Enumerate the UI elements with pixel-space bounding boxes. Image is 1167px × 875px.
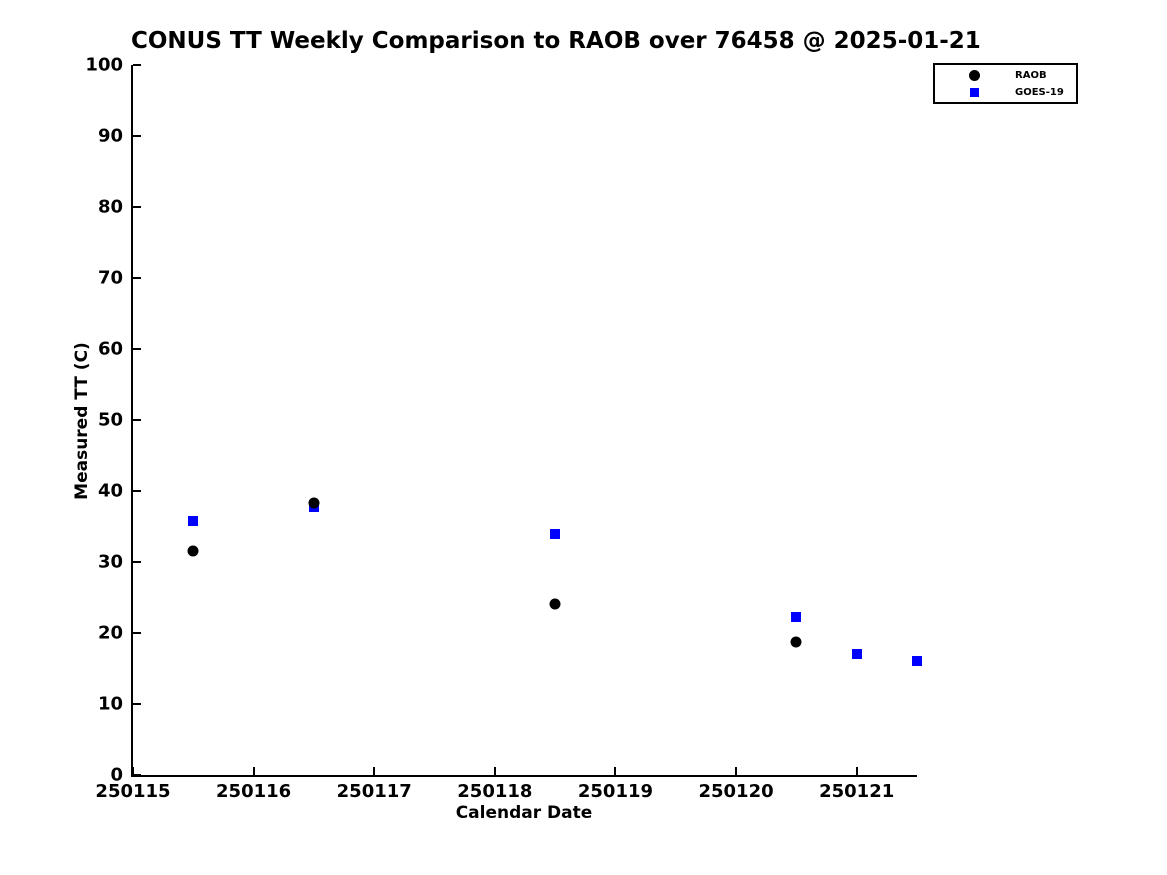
x-tick <box>614 767 617 775</box>
y-tick-label: 10 <box>97 693 123 715</box>
legend-marker-cell <box>963 87 985 97</box>
y-tick-label: 90 <box>97 125 123 147</box>
data-point-goes-19 <box>912 656 922 667</box>
y-tick <box>133 561 141 563</box>
chart-title: CONUS TT Weekly Comparison to RAOB over … <box>131 28 981 54</box>
x-tick-label: 250121 <box>819 781 895 802</box>
legend-marker-cell <box>963 69 985 81</box>
y-tick-label: 70 <box>97 267 123 289</box>
data-point-goes-19 <box>791 612 802 623</box>
y-tick <box>133 135 141 137</box>
data-point-raob <box>308 497 320 509</box>
y-tick-label: 60 <box>97 338 123 360</box>
legend-row-goes-19: GOES-19 <box>935 84 1076 101</box>
x-tick <box>252 767 255 775</box>
y-tick <box>133 419 141 421</box>
x-tick-label: 250115 <box>95 781 171 802</box>
y-tick <box>133 490 141 492</box>
y-tick <box>133 348 141 350</box>
data-point-goes-19 <box>550 528 561 539</box>
y-tick <box>133 703 141 705</box>
x-axis-label: Calendar Date <box>455 803 593 823</box>
y-tick <box>133 64 141 66</box>
x-tick-label: 250119 <box>577 781 654 802</box>
y-axis-label: Measured TT (C) <box>72 342 92 500</box>
x-tick <box>373 767 376 775</box>
data-point-raob <box>549 598 561 610</box>
data-point-goes-19 <box>851 649 862 660</box>
y-tick-label: 50 <box>97 409 123 431</box>
y-tick <box>133 774 141 776</box>
x-tick <box>735 767 738 775</box>
data-point-raob <box>187 545 199 557</box>
x-tick-label: 250116 <box>216 781 292 802</box>
y-tick-label: 40 <box>97 480 123 502</box>
x-tick-label: 250118 <box>457 781 533 802</box>
y-tick-label: 100 <box>85 54 123 76</box>
x-tick <box>855 767 858 775</box>
data-point-goes-19 <box>188 515 199 526</box>
y-tick-label: 30 <box>97 551 123 573</box>
y-tick-label: 20 <box>97 622 123 644</box>
plot-area: 0 10 20 30 40 50 60 70 80 90 100 250115 250116 250117… <box>85 55 922 802</box>
raob-circle-marker-icon <box>968 69 980 81</box>
data-point-raob <box>790 636 802 648</box>
y-tick-label: 0 <box>110 764 123 786</box>
y-tick <box>133 277 141 279</box>
y-tick-label: 80 <box>97 196 123 218</box>
y-tick <box>133 206 141 208</box>
x-tick <box>132 767 134 775</box>
x-tick <box>493 767 496 775</box>
goes-19-square-marker-icon <box>969 87 979 97</box>
legend-label-goes-19: GOES-19 <box>1015 86 1064 98</box>
x-tick-label: 250120 <box>698 781 774 802</box>
y-tick <box>133 632 141 634</box>
legend-row-raob: RAOB <box>935 67 1076 84</box>
legend-label-raob: RAOB <box>1015 69 1047 81</box>
x-tick-label: 250117 <box>336 781 412 802</box>
chart-legend: RAOB GOES-19 <box>933 63 1078 104</box>
